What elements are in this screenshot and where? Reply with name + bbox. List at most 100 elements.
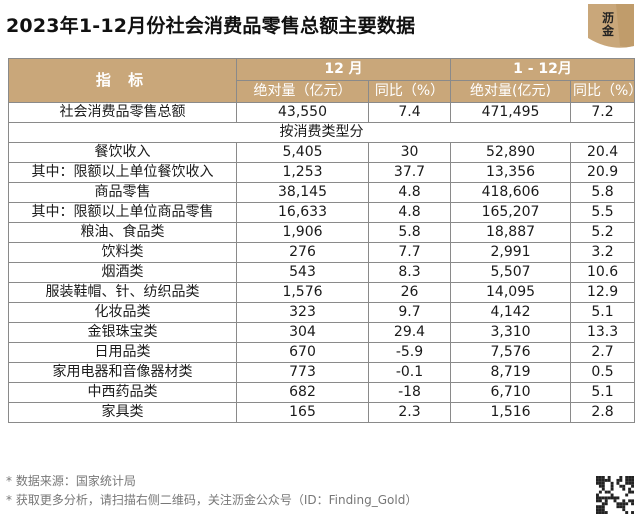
cell-ytd-yoy: 2.7 (570, 342, 636, 363)
cell-month-yoy: 4.8 (367, 202, 452, 223)
cell-ytd-yoy: 5.8 (570, 182, 636, 203)
logo-char-2: 金 (601, 24, 614, 38)
cell-ytd-yoy: 10.6 (570, 262, 636, 283)
row-label: 化妆品类 (8, 302, 237, 323)
cell-ytd-yoy: 0.5 (570, 362, 636, 383)
table-row-section: 按消费类型分 (7, 122, 636, 143)
row-label: 社会消费品零售总额 (8, 102, 237, 123)
header-indicator: 指 标 (8, 58, 237, 103)
cell-ytd-abs: 18,887 (450, 222, 572, 243)
cell-ytd-yoy: 5.5 (570, 202, 636, 223)
cell-month-yoy: 37.7 (367, 162, 452, 183)
table-row: 烟酒类 543 8.3 5,507 10.6 (8, 262, 636, 283)
cell-month-abs: 543 (236, 262, 369, 283)
row-label: 其中：限额以上单位商品零售 (8, 202, 237, 223)
cell-month-yoy: -18 (367, 382, 452, 403)
row-label: 餐饮收入 (8, 142, 237, 163)
row-label: 商品零售 (8, 182, 237, 203)
note-more: * 获取更多分析，请扫描右侧二维码，关注沥金公众号（ID：Finding_Gol… (6, 493, 418, 507)
cell-month-yoy: 7.4 (367, 102, 452, 123)
cell-ytd-abs: 4,142 (450, 302, 572, 323)
cell-ytd-abs: 165,207 (450, 202, 572, 223)
cell-month-abs: 165 (236, 402, 369, 423)
cell-ytd-yoy: 2.8 (570, 402, 636, 423)
table-row: 金银珠宝类 304 29.4 3,310 13.3 (8, 322, 636, 343)
header-ytd-abs: 绝对量(亿元) (450, 80, 572, 103)
footnotes: * 数据来源：国家统计局 * 获取更多分析，请扫描右侧二维码，关注沥金公众号（I… (6, 472, 586, 510)
row-label: 烟酒类 (8, 262, 237, 283)
row-label: 饮料类 (8, 242, 237, 263)
cell-month-abs: 304 (236, 322, 369, 343)
cell-month-yoy: 7.7 (367, 242, 452, 263)
cell-month-abs: 670 (236, 342, 369, 363)
table-row: 家用电器和音像器材类 773 -0.1 8,719 0.5 (8, 362, 636, 383)
row-label: 中西药品类 (8, 382, 237, 403)
cell-ytd-yoy: 20.4 (570, 142, 636, 163)
cell-ytd-abs: 471,495 (450, 102, 572, 123)
logo-char-1: 沥 (601, 11, 614, 25)
table-row-total: 社会消费品零售总额 43,550 7.4 471,495 7.2 (8, 102, 636, 123)
cell-month-yoy: -0.1 (367, 362, 452, 383)
table-row: 中西药品类 682 -18 6,710 5.1 (8, 382, 636, 403)
table-row: 其中：限额以上单位餐饮收入 1,253 37.7 13,356 20.9 (8, 162, 636, 183)
note-source: * 数据来源：国家统计局 (6, 474, 136, 488)
row-label: 服装鞋帽、针、纺织品类 (8, 282, 237, 303)
cell-ytd-yoy: 5.1 (570, 382, 636, 403)
row-label: 其中：限额以上单位餐饮收入 (8, 162, 237, 183)
cell-ytd-abs: 1,516 (450, 402, 572, 423)
header-ytd-group: 1 - 12月 (450, 58, 636, 81)
cell-month-abs: 323 (236, 302, 369, 323)
header-month-group: 12 月 (235, 58, 452, 81)
cell-ytd-yoy: 3.2 (570, 242, 636, 263)
table-row: 饮料类 276 7.7 2,991 3.2 (8, 242, 636, 263)
cell-ytd-abs: 13,356 (450, 162, 572, 183)
cell-ytd-abs: 14,095 (450, 282, 572, 303)
cell-month-abs: 682 (236, 382, 369, 403)
cell-ytd-yoy: 20.9 (570, 162, 636, 183)
cell-month-yoy: 4.8 (367, 182, 452, 203)
cell-month-yoy: 2.3 (367, 402, 452, 423)
cell-ytd-abs: 418,606 (450, 182, 572, 203)
gold-logo-icon: 沥 金 (586, 2, 636, 52)
header-month-yoy: 同比（%） (367, 80, 452, 103)
cell-month-abs: 1,576 (236, 282, 369, 303)
cell-ytd-abs: 7,576 (450, 342, 572, 363)
cell-ytd-yoy: 5.2 (570, 222, 636, 243)
page-title: 2023年1-12月份社会消费品零售总额主要数据 (6, 15, 416, 37)
header-month-abs: 绝对量（亿元） (236, 80, 369, 103)
cell-month-abs: 38,145 (236, 182, 369, 203)
row-label: 粮油、食品类 (8, 222, 237, 243)
row-label: 家用电器和音像器材类 (8, 362, 237, 383)
cell-ytd-abs: 6,710 (450, 382, 572, 403)
cell-ytd-abs: 3,310 (450, 322, 572, 343)
cell-ytd-abs: 8,719 (450, 362, 572, 383)
table-row: 家具类 165 2.3 1,516 2.8 (8, 402, 636, 423)
cell-month-abs: 43,550 (236, 102, 369, 123)
cell-ytd-abs: 52,890 (450, 142, 572, 163)
table-row: 化妆品类 323 9.7 4,142 5.1 (8, 302, 636, 323)
cell-month-yoy: 8.3 (367, 262, 452, 283)
retail-sales-table: 指 标 12 月 1 - 12月 绝对量（亿元） 同比（%） 绝对量(亿元) 同… (7, 58, 636, 423)
cell-ytd-yoy: 7.2 (570, 102, 636, 123)
cell-month-yoy: 29.4 (367, 322, 452, 343)
row-label: 金银珠宝类 (8, 322, 237, 343)
cell-month-yoy: 5.8 (367, 222, 452, 243)
table-row: 餐饮收入 5,405 30 52,890 20.4 (8, 142, 636, 163)
qr-code-icon[interactable] (596, 476, 634, 514)
table-row: 其中：限额以上单位商品零售 16,633 4.8 165,207 5.5 (8, 202, 636, 223)
cell-ytd-abs: 5,507 (450, 262, 572, 283)
cell-ytd-yoy: 5.1 (570, 302, 636, 323)
cell-month-abs: 1,253 (236, 162, 369, 183)
cell-ytd-yoy: 12.9 (570, 282, 636, 303)
table-row: 日用品类 670 -5.9 7,576 2.7 (8, 342, 636, 363)
cell-ytd-yoy: 13.3 (570, 322, 636, 343)
cell-month-abs: 5,405 (236, 142, 369, 163)
table-row: 服装鞋帽、针、纺织品类 1,576 26 14,095 12.9 (8, 282, 636, 303)
cell-month-abs: 276 (236, 242, 369, 263)
section-label: 按消费类型分 (7, 122, 636, 143)
table-row: 商品零售 38,145 4.8 418,606 5.8 (8, 182, 636, 203)
table-row: 粮油、食品类 1,906 5.8 18,887 5.2 (8, 222, 636, 243)
cell-month-abs: 1,906 (236, 222, 369, 243)
cell-month-yoy: 9.7 (367, 302, 452, 323)
row-label: 日用品类 (8, 342, 237, 363)
